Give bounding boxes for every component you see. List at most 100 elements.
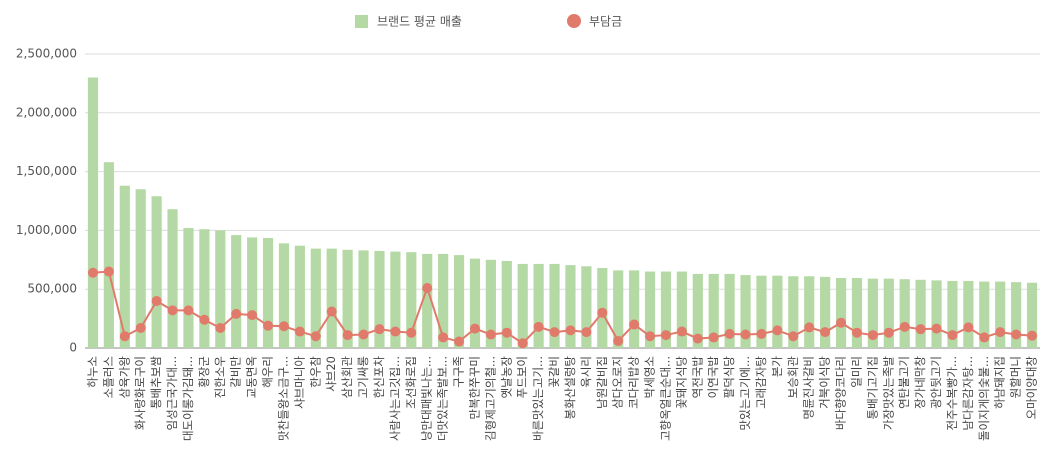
x-tick-label: 남원갈비집 bbox=[595, 356, 609, 409]
legend-label: 브랜드 평균 매출 bbox=[377, 15, 462, 29]
point bbox=[422, 283, 433, 294]
point bbox=[533, 321, 544, 332]
x-tick-label: 임성근국가대... bbox=[165, 356, 179, 430]
x-tick-label: 한신포차 bbox=[372, 356, 386, 399]
point bbox=[660, 330, 671, 341]
bar bbox=[501, 260, 512, 348]
bar bbox=[294, 245, 305, 348]
x-tick-label: 바다향양코다리 bbox=[834, 356, 848, 430]
x-tick-label: 김형제고기의철... bbox=[483, 356, 497, 441]
bar bbox=[549, 263, 560, 348]
bar bbox=[438, 253, 449, 348]
bar bbox=[278, 243, 290, 348]
y-tick-label: 0 bbox=[69, 341, 77, 355]
x-tick-label: 코다리밥상 bbox=[627, 356, 641, 409]
x-tick-label: 돌이지게의숯불... bbox=[977, 356, 991, 441]
point bbox=[454, 336, 465, 347]
point bbox=[788, 331, 799, 342]
x-tick-label: 원할머니 bbox=[1009, 356, 1023, 398]
point bbox=[1027, 330, 1038, 341]
point bbox=[485, 329, 496, 340]
point bbox=[247, 310, 258, 321]
point bbox=[294, 326, 305, 337]
bar bbox=[820, 276, 831, 348]
bar bbox=[963, 280, 974, 348]
point bbox=[756, 328, 767, 339]
point bbox=[915, 324, 926, 335]
point bbox=[501, 327, 512, 338]
x-tick-label: 삼다오로지 bbox=[611, 356, 625, 409]
x-tick-label: 삼육가왕 bbox=[117, 356, 131, 399]
y-tick-label: 1,000,000 bbox=[16, 223, 77, 237]
x-tick-label: 해우리 bbox=[261, 356, 275, 388]
bar bbox=[485, 259, 496, 348]
bar bbox=[613, 270, 624, 348]
x-tick-label: 광안뒷고기 bbox=[929, 356, 943, 409]
x-tick-label: 명륜진사갈비 bbox=[802, 356, 816, 419]
x-tick-label: 가장맛있는족발 bbox=[881, 356, 895, 430]
point bbox=[549, 327, 560, 338]
bar bbox=[788, 276, 799, 348]
x-tick-label: 대도이롱가김돼... bbox=[181, 356, 195, 441]
x-tick-label: 박세영소 bbox=[643, 356, 657, 398]
x-tick-label: 봉화산설렁탕 bbox=[563, 356, 577, 420]
x-tick-label: 통배기고기집 bbox=[865, 356, 879, 419]
point bbox=[406, 327, 417, 338]
bar bbox=[374, 250, 385, 348]
point bbox=[804, 322, 815, 333]
x-tick-label: 꽃갈비 bbox=[547, 356, 561, 388]
bar bbox=[692, 273, 703, 348]
bar bbox=[581, 266, 592, 348]
point bbox=[613, 335, 624, 346]
x-tick-label: 연탄불고기 bbox=[897, 356, 911, 409]
point bbox=[979, 332, 990, 343]
bar bbox=[469, 258, 481, 348]
point bbox=[772, 325, 783, 336]
y-tick-label: 2,000,000 bbox=[16, 105, 77, 119]
bar bbox=[390, 251, 401, 348]
bar bbox=[135, 189, 146, 348]
bar bbox=[151, 196, 162, 348]
point bbox=[676, 326, 687, 337]
point bbox=[597, 307, 608, 318]
x-tick-label: 삼산회관 bbox=[340, 356, 354, 399]
bar bbox=[835, 278, 847, 348]
bar bbox=[915, 279, 926, 348]
x-tick-label: 본가 bbox=[770, 356, 784, 378]
point bbox=[963, 322, 974, 333]
bar bbox=[199, 229, 210, 348]
bar bbox=[708, 273, 719, 348]
bar bbox=[883, 278, 894, 348]
point bbox=[1011, 329, 1022, 340]
point bbox=[517, 338, 528, 349]
y-tick-label: 1,500,000 bbox=[16, 164, 77, 178]
x-tick-label: 바른맛있는고기... bbox=[531, 356, 545, 441]
bar bbox=[247, 237, 258, 348]
x-tick-label: 샤브마니아 bbox=[292, 356, 306, 409]
x-tick-label: 황장군 bbox=[197, 356, 211, 388]
x-tick-label: 장가네막창 bbox=[913, 356, 927, 409]
point bbox=[740, 329, 751, 340]
legend-label: 부담금 bbox=[589, 15, 622, 29]
point bbox=[836, 317, 847, 328]
point bbox=[358, 329, 369, 340]
point bbox=[103, 266, 114, 277]
bar bbox=[406, 252, 417, 348]
bar bbox=[772, 275, 783, 348]
y-tick-label: 2,500,000 bbox=[16, 47, 77, 61]
point bbox=[374, 324, 385, 335]
x-tick-label: 전주수복빵가... bbox=[945, 356, 959, 430]
point bbox=[899, 321, 910, 332]
x-tick-label: 팔덕식당 bbox=[722, 356, 736, 399]
point bbox=[820, 327, 831, 338]
bar bbox=[867, 278, 878, 348]
point bbox=[692, 333, 703, 344]
point bbox=[119, 331, 130, 342]
x-tick-label: 고향옥얼큰순대... bbox=[658, 356, 672, 441]
x-tick-label: 더맛있는족발보... bbox=[436, 356, 450, 441]
bar bbox=[947, 280, 958, 348]
x-tick-label: 맛찬들왕소금구... bbox=[276, 356, 290, 441]
point bbox=[199, 314, 210, 325]
bar bbox=[629, 270, 640, 348]
